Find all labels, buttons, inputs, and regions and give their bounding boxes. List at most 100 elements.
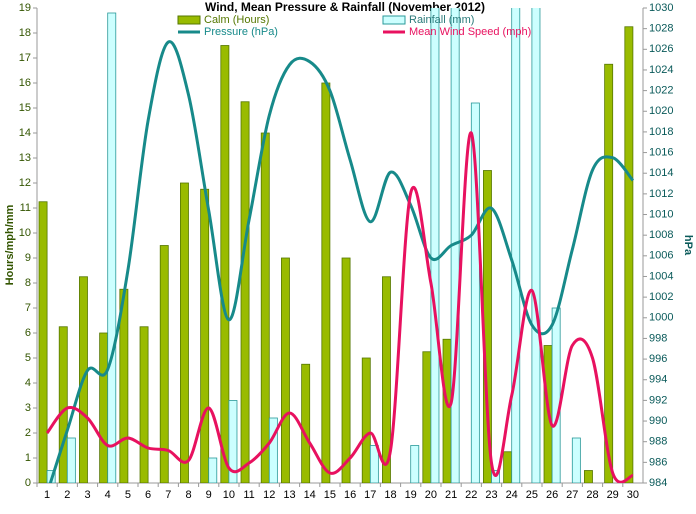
y2-tick-label: 1022: [649, 85, 673, 97]
x-tick-label: 27: [566, 489, 578, 501]
y2-tick-label: 996: [649, 353, 667, 365]
x-tick-label: 16: [344, 489, 356, 501]
legend-swatch: [382, 15, 406, 25]
y-tick-label: 0: [25, 477, 31, 489]
y-tick-label: 9: [25, 252, 31, 264]
legend-label: Pressure (hPa): [204, 26, 278, 38]
y2-tick-label: 1018: [649, 126, 673, 138]
y2-tick-label: 1002: [649, 291, 673, 303]
bar: [180, 182, 189, 483]
bar: [58, 326, 68, 483]
bar: [107, 12, 117, 483]
bar: [240, 101, 250, 483]
x-tick-label: 7: [165, 489, 171, 501]
x-tick-label: 30: [627, 489, 639, 501]
bar: [99, 332, 109, 483]
bar: [281, 257, 290, 483]
y2-tick-label: 1020: [649, 105, 673, 117]
bar: [341, 257, 351, 483]
y2-tick-label: 1010: [649, 208, 673, 220]
bar: [470, 102, 480, 483]
plot-area: [38, 8, 635, 483]
bar: [503, 451, 513, 483]
y2-tick-label: 1004: [649, 270, 673, 282]
bar: [442, 338, 452, 483]
y-tick-label: 12: [19, 177, 31, 189]
y2-tick-label: 1014: [649, 167, 673, 179]
y2-tick-label: 1000: [649, 312, 673, 324]
y-tick-label: 11: [20, 202, 31, 214]
bar: [430, 8, 440, 483]
y-tick-label: 4: [25, 377, 31, 389]
bar: [321, 82, 331, 483]
y-tick-label: 7: [25, 302, 31, 314]
line: [45, 131, 634, 483]
y2-tick-label: 984: [649, 477, 667, 489]
bar: [200, 188, 210, 483]
bar: [410, 445, 420, 483]
y-tick-label: 15: [19, 102, 31, 114]
bar: [531, 8, 541, 483]
y2-tick-label: 992: [649, 394, 667, 406]
x-tick-label: 25: [526, 489, 538, 501]
x-tick-label: 28: [586, 489, 598, 501]
y2-tick-label: 998: [649, 332, 667, 344]
x-tick-label: 13: [283, 489, 295, 501]
bar: [66, 437, 76, 483]
x-tick-label: 4: [105, 489, 111, 501]
y-axis-label: Hours/mph/mm: [4, 204, 16, 285]
bar: [260, 132, 270, 483]
x-tick-label: 18: [384, 489, 396, 501]
line: [48, 40, 635, 483]
x-tick-label: 12: [263, 489, 275, 501]
bar: [139, 326, 149, 483]
y-tick-label: 17: [19, 52, 31, 64]
bar: [220, 45, 230, 483]
x-tick-label: 29: [607, 489, 619, 501]
bar: [422, 351, 432, 483]
y-tick-label: 13: [19, 152, 31, 164]
x-tick-label: 14: [304, 489, 316, 501]
y-tick-label: 19: [19, 2, 31, 14]
y-tick-label: 6: [25, 327, 31, 339]
y-tick-label: 14: [19, 127, 31, 139]
legend-label: Rainfall (mm): [409, 14, 474, 26]
x-tick-label: 21: [445, 489, 457, 501]
legend-label: Calm (Hours): [204, 14, 269, 26]
y-tick-label: 1: [25, 452, 31, 464]
y2-tick-label: 1030: [649, 2, 673, 14]
x-tick-label: 22: [465, 489, 477, 501]
x-tick-label: 3: [84, 489, 90, 501]
bar: [551, 307, 561, 483]
y-tick-label: 3: [25, 402, 31, 414]
x-tick-label: 9: [206, 489, 212, 501]
x-tick-label: 24: [506, 489, 518, 501]
bar: [511, 8, 521, 483]
y2-axis-label: hPa: [682, 235, 694, 256]
bar: [228, 400, 238, 483]
x-tick-label: 19: [405, 489, 417, 501]
y2-tick-label: 986: [649, 456, 667, 468]
y-tick-label: 18: [19, 27, 31, 39]
y2-tick-label: 1024: [649, 64, 673, 76]
legend-label: Mean Wind Speed (mph): [409, 26, 531, 38]
bar: [159, 245, 169, 483]
legend-swatch: [177, 15, 201, 25]
x-tick-label: 20: [425, 489, 437, 501]
bar: [571, 437, 581, 483]
x-tick-label: 6: [145, 489, 151, 501]
bar: [361, 357, 371, 483]
y2-tick-label: 994: [649, 374, 667, 386]
y2-tick-label: 1012: [649, 188, 673, 200]
y-tick-label: 5: [25, 352, 31, 364]
x-tick-label: 11: [243, 489, 254, 501]
y-tick-label: 8: [25, 277, 31, 289]
y2-tick-label: 1008: [649, 229, 673, 241]
y2-tick-label: 988: [649, 436, 667, 448]
bar: [450, 8, 460, 483]
bar: [584, 470, 593, 483]
x-tick-label: 10: [223, 489, 235, 501]
bar: [38, 201, 48, 483]
y-tick-label: 16: [19, 77, 31, 89]
